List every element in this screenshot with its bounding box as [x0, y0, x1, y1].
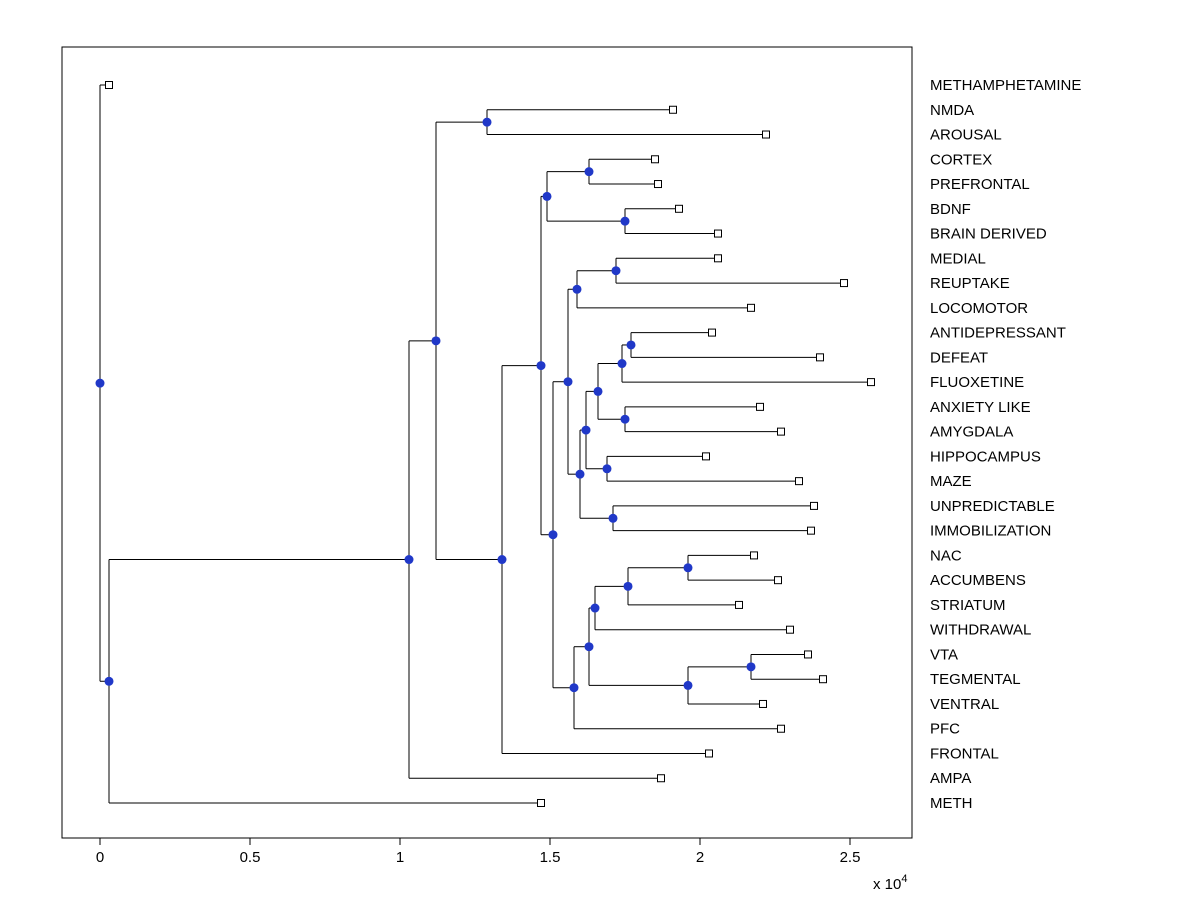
leaf-label-anxiety-like: ANXIETY LIKE: [930, 399, 1031, 416]
internal-node-marker-m13: [104, 676, 114, 686]
leaf-label-meth: METH: [930, 795, 973, 812]
leaf-label-accumbens: ACCUMBENS: [930, 572, 1026, 589]
leaf-label-defeat: DEFEAT: [930, 349, 988, 366]
leaf-marker-meth: [537, 799, 545, 807]
x-tick-label-0: 0: [96, 849, 104, 866]
leaf-marker-cortex: [651, 155, 659, 164]
x-tick-label-3: 1.5: [540, 849, 561, 866]
internal-node-marker-m7: [569, 683, 579, 693]
leaf-label-nac: NAC: [930, 547, 962, 564]
leaf-label-pfc: PFC: [930, 721, 960, 738]
leaf-marker-withdrawal: [786, 625, 794, 634]
leaf-label-arousal: AROUSAL: [930, 127, 1002, 144]
internal-node-marker-m9: [536, 361, 546, 371]
internal-node-marker-m5: [683, 680, 693, 690]
leaf-marker-tegmental: [819, 675, 827, 684]
internal-node-marker-n6: [572, 284, 582, 294]
internal-node-marker-n3: [620, 216, 630, 226]
internal-node-marker-n9: [620, 414, 630, 424]
leaf-marker-locomotor: [747, 303, 755, 312]
leaf-label-medial: MEDIAL: [930, 250, 986, 267]
leaf-label-brain-derived: BRAIN DERIVED: [930, 226, 1047, 243]
internal-node-marker-m2: [623, 581, 633, 591]
leaf-marker-anxiety-like: [756, 402, 764, 411]
leaf-marker-nac: [750, 551, 758, 560]
leaf-marker-antidepressant: [708, 328, 716, 337]
leaf-marker-prefrontal: [654, 180, 662, 189]
leaf-marker-frontal: [705, 749, 713, 758]
leaf-label-prefrontal: PREFRONTAL: [930, 176, 1030, 193]
leaf-marker-pfc: [777, 724, 785, 733]
leaf-marker-immobilization: [807, 526, 815, 535]
leaf-label-withdrawal: WITHDRAWAL: [930, 622, 1031, 639]
leaf-marker-nmda: [669, 105, 677, 114]
internal-node-marker-n13: [608, 513, 618, 523]
leaf-label-immobilization: IMMOBILIZATION: [930, 523, 1051, 540]
internal-node-marker-n8: [617, 359, 627, 369]
leaf-label-reuptake: REUPTAKE: [930, 275, 1010, 292]
leaf-label-bdnf: BDNF: [930, 201, 971, 218]
axis-exponent-label: x 104: [873, 873, 907, 893]
leaf-label-nmda: NMDA: [930, 102, 974, 119]
leaf-marker-arousal: [762, 130, 770, 139]
leaf-marker-brain-derived: [714, 229, 722, 238]
internal-node-marker-m10: [497, 555, 507, 565]
leaf-label-striatum: STRIATUM: [930, 597, 1006, 614]
leaf-marker-unpredictable: [810, 501, 818, 510]
leaf-marker-accumbens: [774, 576, 782, 585]
leaf-marker-vta: [804, 650, 812, 659]
x-tick-label-4: 2: [696, 849, 704, 866]
leaf-label-methamphetamine: METHAMPHETAMINE: [930, 77, 1081, 94]
leaf-marker-amygdala: [777, 427, 785, 436]
internal-node-marker-n15: [563, 377, 573, 387]
leaf-marker-ampa: [657, 774, 665, 783]
leaf-marker-medial: [714, 254, 722, 263]
leaf-marker-reuptake: [840, 279, 848, 288]
leaf-marker-hippocampus: [702, 452, 710, 461]
internal-node-marker-m3: [590, 603, 600, 613]
internal-node-marker-root: [95, 378, 105, 388]
leaf-label-ampa: AMPA: [930, 770, 971, 787]
leaf-marker-methamphetamine: [105, 81, 113, 89]
internal-node-marker-m1: [683, 563, 693, 573]
leaf-label-locomotor: LOCOMOTOR: [930, 300, 1028, 317]
internal-node-marker-n4: [542, 191, 552, 201]
internal-node-marker-n12: [581, 425, 591, 435]
internal-node-marker-m12: [404, 555, 414, 565]
leaf-label-maze: MAZE: [930, 473, 972, 490]
leaf-marker-ventral: [759, 699, 767, 708]
leaf-label-ventral: VENTRAL: [930, 696, 999, 713]
plot-box: [61, 46, 913, 839]
internal-node-marker-n2: [584, 167, 594, 177]
leaf-marker-maze: [795, 477, 803, 486]
leaf-label-amygdala: AMYGDALA: [930, 424, 1013, 441]
leaf-label-frontal: FRONTAL: [930, 745, 999, 762]
leaf-label-hippocampus: HIPPOCAMPUS: [930, 448, 1041, 465]
leaf-label-fluoxetine: FLUOXETINE: [930, 374, 1024, 391]
internal-node-marker-m6: [584, 642, 594, 652]
leaf-marker-striatum: [735, 600, 743, 609]
leaf-label-antidepressant: ANTIDEPRESSANT: [930, 325, 1066, 342]
internal-node-marker-n5: [611, 266, 621, 276]
x-tick-label-1: 0.5: [240, 849, 261, 866]
internal-node-marker-n1: [482, 117, 492, 127]
internal-node-marker-n10: [593, 386, 603, 396]
internal-node-marker-m4: [746, 662, 756, 672]
internal-node-marker-m11: [431, 336, 441, 346]
internal-node-marker-n7: [626, 340, 636, 350]
x-tick-label-2: 1: [396, 849, 404, 866]
leaf-label-unpredictable: UNPREDICTABLE: [930, 498, 1055, 515]
leaf-label-vta: VTA: [930, 646, 958, 663]
internal-node-marker-m8: [548, 530, 558, 540]
internal-node-marker-n11: [602, 464, 612, 474]
leaf-label-tegmental: TEGMENTAL: [930, 671, 1021, 688]
leaf-label-cortex: CORTEX: [930, 151, 992, 168]
leaf-marker-bdnf: [675, 204, 683, 213]
internal-node-marker-n14: [575, 469, 585, 479]
leaf-marker-fluoxetine: [867, 378, 875, 387]
leaf-marker-defeat: [816, 353, 824, 362]
x-tick-label-5: 2.5: [840, 849, 861, 866]
